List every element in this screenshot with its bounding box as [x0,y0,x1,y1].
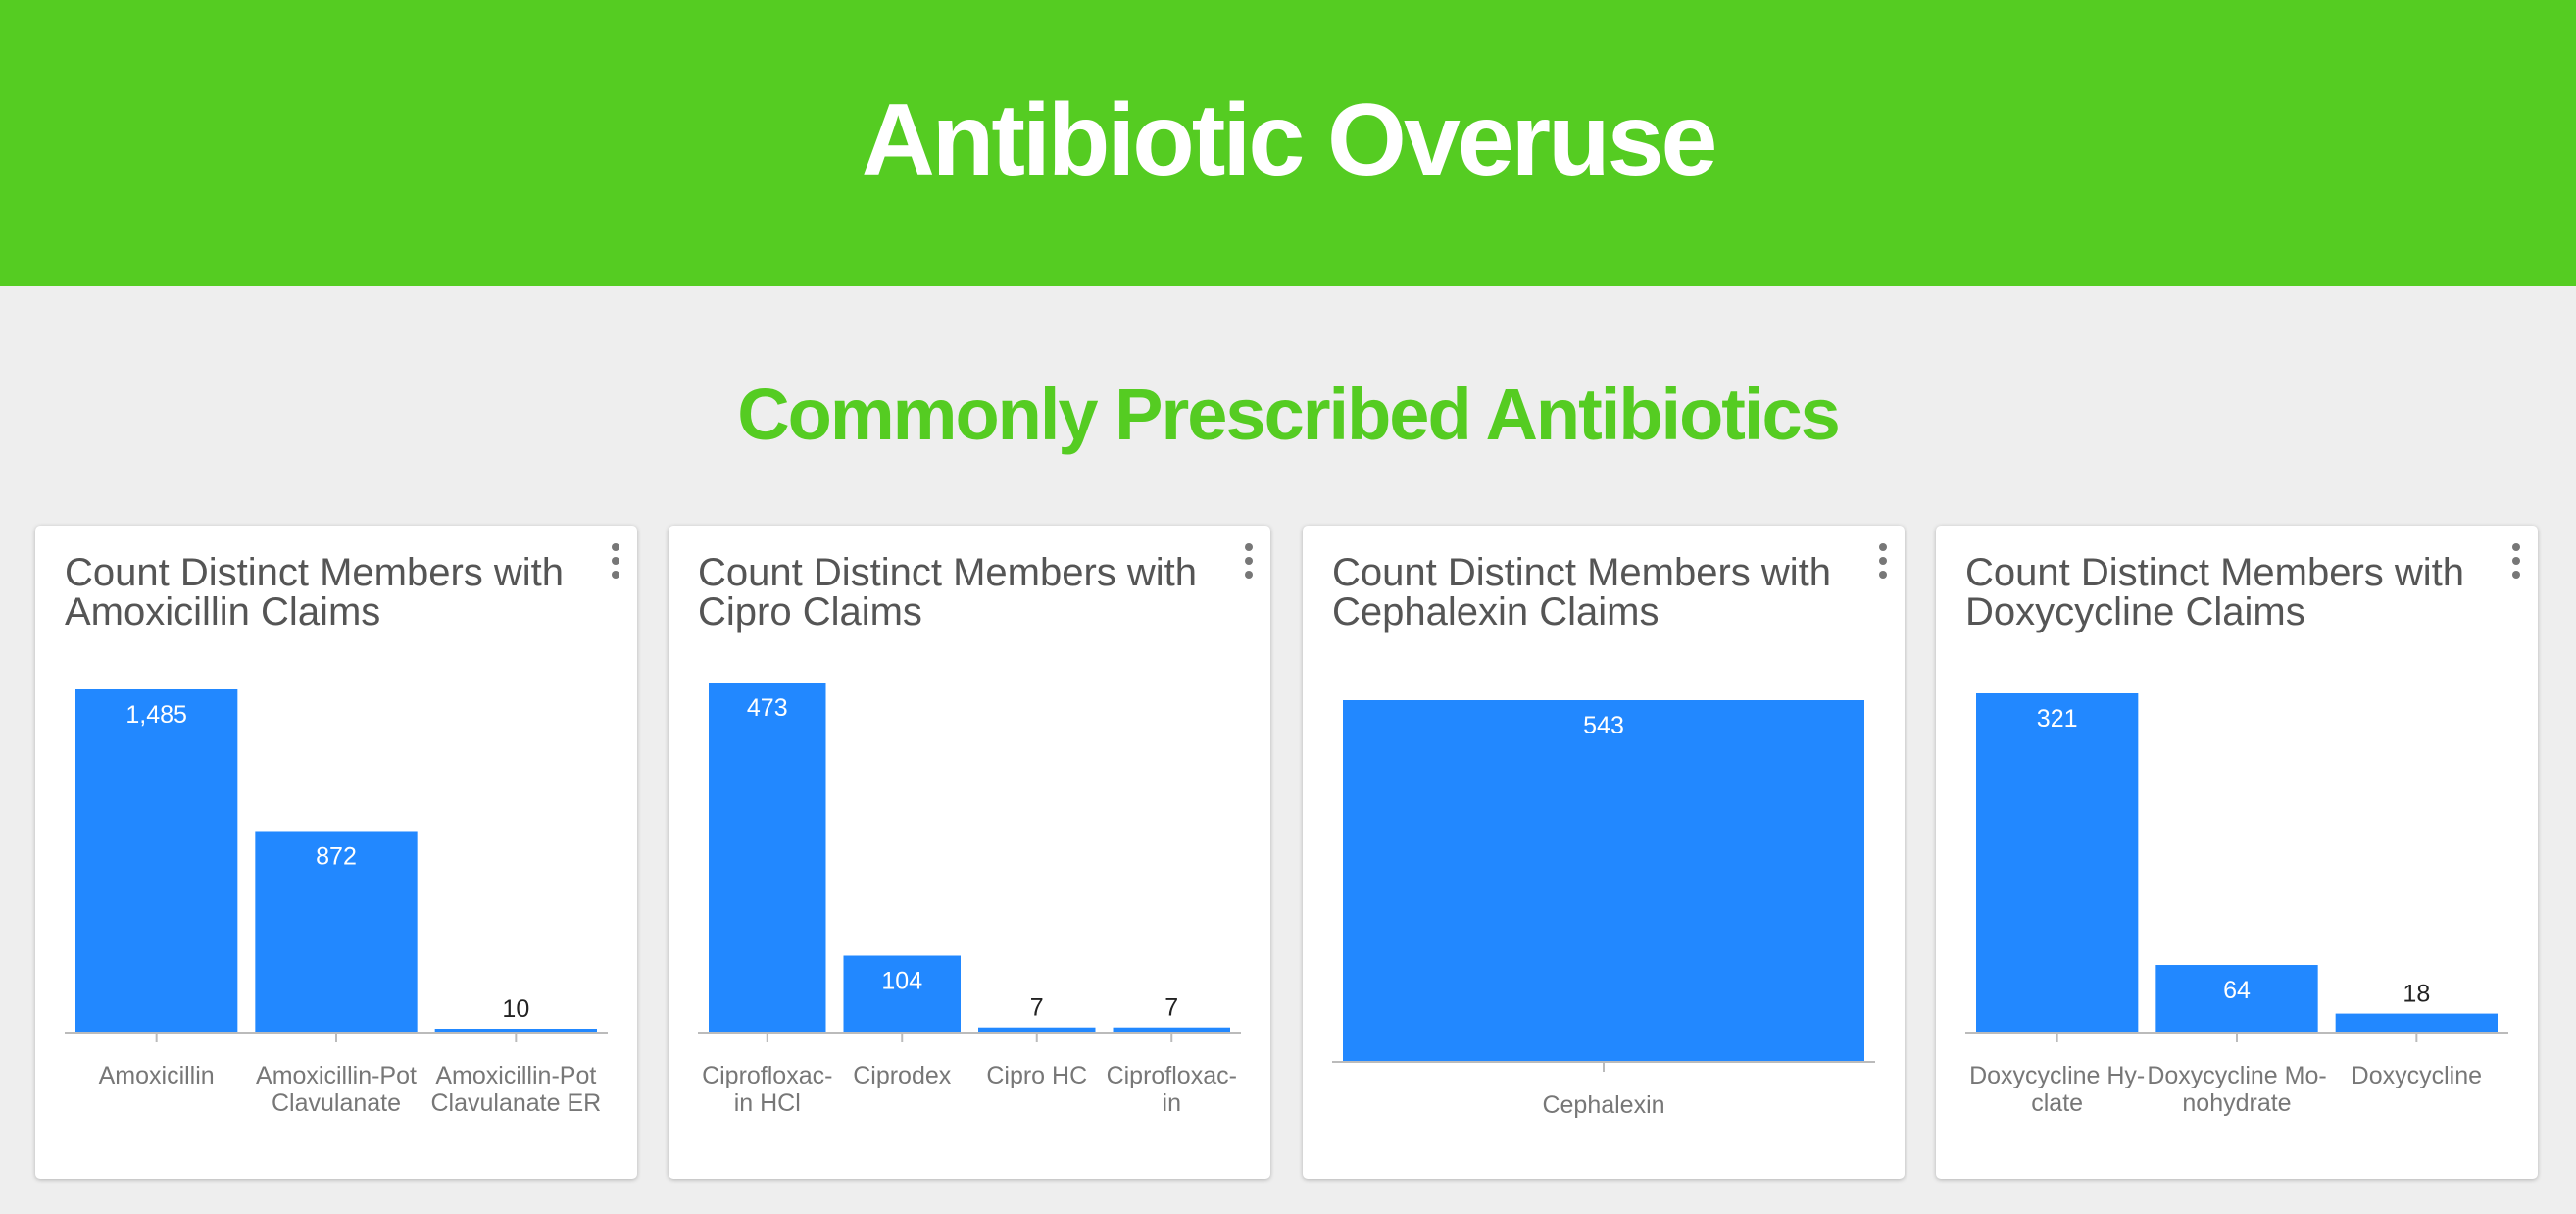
x-tick-label: nohydrate [2182,1089,2291,1117]
x-tick-label: Ciprofloxac- [702,1062,832,1089]
x-tick-label: Ciprodex [853,1062,952,1089]
chart-card-doxycycline: Count Distinct Members with Doxycycline … [1936,526,2538,1179]
data-label: 7 [1164,994,1178,1022]
bar-chart-amoxicillin: 1,485Amoxicillin872Amoxicillin-PotClavul… [65,689,608,1117]
section-title: Commonly Prescribed Antibiotics [737,374,1841,455]
bar[interactable] [2335,1013,2498,1033]
data-label: 1,485 [125,701,187,729]
data-label: 321 [2037,705,2078,733]
x-tick-label: Clavulanate [272,1089,401,1117]
data-label: 543 [1583,712,1624,739]
bar-chart-doxycycline: 321 Doxycycline Hy-clate 64 Doxycycline Mo-… [1965,693,2508,1117]
data-label: 872 [316,842,357,870]
x-tick-label: Ciprofloxac- [1107,1062,1237,1089]
page-header: Antibiotic Overuse [0,0,2576,286]
x-tick-label: Doxycycline Hy- [1969,1062,2145,1089]
bar[interactable] [709,683,826,1033]
x-tick-label: Clavulanate ER [430,1089,601,1117]
x-tick-label: Amoxicillin-Pot [435,1062,596,1089]
x-tick-label: Amoxicillin-Pot [256,1062,417,1089]
chart-card-cephalexin: Count Distinct Members with Cephalexin C… [1303,526,1905,1179]
x-tick-label: Doxycycline [2352,1062,2482,1089]
chart-title: Count Distinct Members with Cipro Claims [698,551,1198,633]
x-tick-label: Cipro HC [986,1062,1087,1089]
x-tick-label: Cephalexin [1542,1091,1664,1119]
bar[interactable] [978,1027,1096,1033]
x-tick-label: in HCl [734,1089,801,1117]
chart-title: Count Distinct Members with Doxycycline … [1965,551,2465,633]
page-title: Antibiotic Overuse [861,82,1718,197]
more-options-icon[interactable] [2510,543,2522,581]
chart-card-amoxicillin: Count Distinct Members with Amoxicillin … [35,526,637,1179]
x-tick-label: Doxycycline Mo- [2147,1062,2326,1089]
data-label: 18 [2403,981,2430,1008]
more-options-icon[interactable] [1243,543,1255,581]
bar[interactable] [1976,693,2139,1033]
bar[interactable] [843,955,962,1033]
bar-chart-cipro: 473 Ciprofloxac-in HCl 104 Ciprodex 7 Cipro H… [698,683,1241,1117]
bar[interactable] [255,831,418,1033]
x-tick-label: clate [2031,1089,2083,1117]
chart-title: Count Distinct Members with Cephalexin C… [1332,551,1832,633]
bar[interactable] [434,1029,597,1033]
chart-title: Count Distinct Members with Amoxicillin … [65,551,565,633]
x-tick-label: in [1163,1089,1181,1117]
bar[interactable] [1113,1027,1231,1033]
chart-card-cipro: Count Distinct Members with Cipro Claims… [669,526,1270,1179]
x-tick-label: Amoxicillin [99,1062,215,1089]
more-options-icon[interactable] [610,543,621,581]
data-label: 10 [502,995,529,1023]
data-label: 7 [1030,994,1044,1022]
bar[interactable] [75,689,238,1033]
more-options-icon[interactable] [1877,543,1889,581]
bar[interactable] [2155,965,2318,1033]
data-label: 473 [747,694,788,722]
data-label: 104 [881,968,922,995]
bar[interactable] [1343,700,1864,1062]
bar-chart-cephalexin: 543 Cephalexin [1332,700,1875,1119]
data-label: 64 [2223,977,2251,1004]
